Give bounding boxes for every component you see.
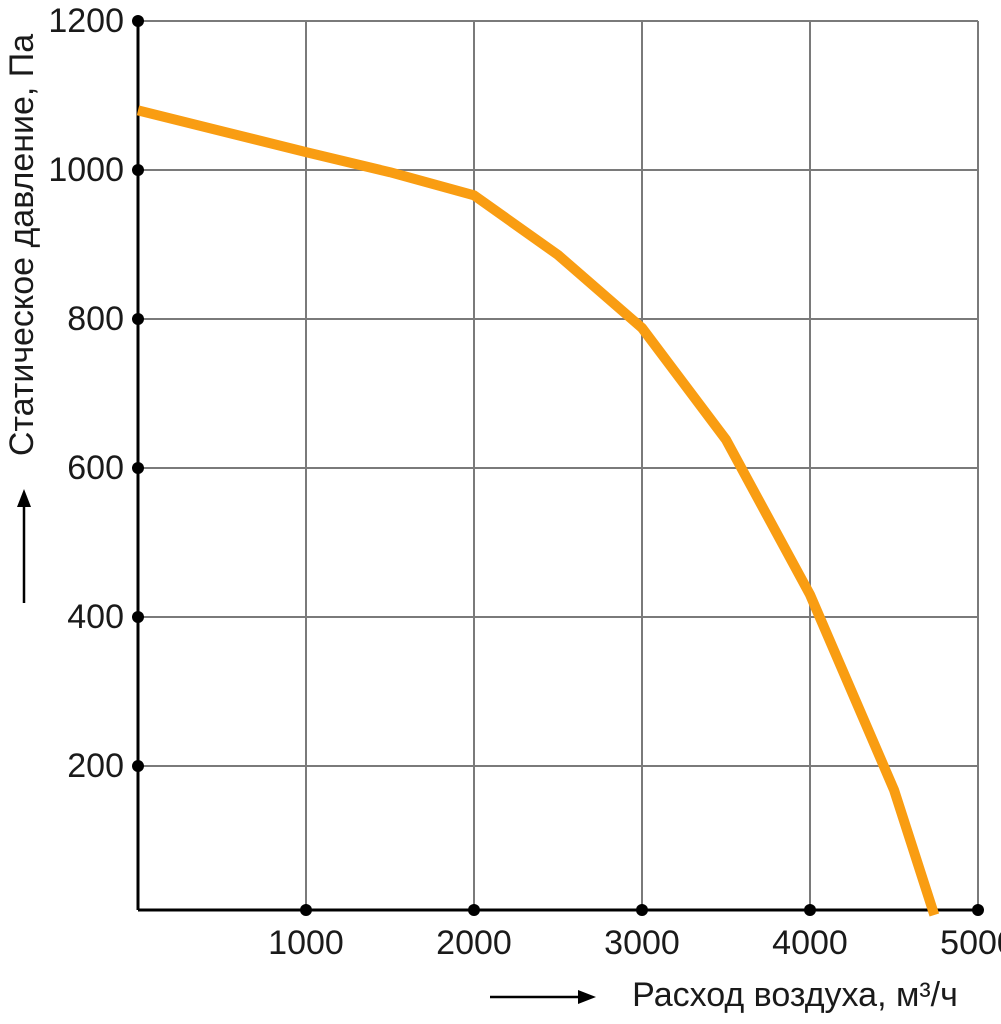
x-axis-label: Расход воздуха, м³/ч xyxy=(632,976,958,1014)
x-arrow xyxy=(490,990,596,1004)
x-tick-label: 5000 xyxy=(940,924,1001,962)
x-tick-mark xyxy=(636,904,648,916)
x-tick-mark xyxy=(300,904,312,916)
x-tick-label: 2000 xyxy=(436,924,512,962)
y-tick-label: 600 xyxy=(67,449,124,487)
x-tick-mark xyxy=(804,904,816,916)
y-tick-label: 800 xyxy=(67,300,124,338)
y-tick-mark xyxy=(132,15,144,27)
y-tick-mark xyxy=(132,164,144,176)
x-tick-label: 3000 xyxy=(604,924,680,962)
y-tick-label: 1200 xyxy=(48,2,124,40)
curve xyxy=(136,105,940,917)
y-tick-label: 1000 xyxy=(48,151,124,189)
y-tick-label: 200 xyxy=(67,747,124,785)
y-tick-mark xyxy=(132,760,144,772)
y-arrow xyxy=(17,489,31,603)
x-tick-label: 4000 xyxy=(772,924,848,962)
y-tick-mark xyxy=(132,313,144,325)
y-tick-mark xyxy=(132,462,144,474)
y-tick-label: 400 xyxy=(67,598,124,636)
y-tick-mark xyxy=(132,611,144,623)
x-tick-label: 1000 xyxy=(268,924,344,962)
x-tick-mark xyxy=(972,904,984,916)
x-tick-mark xyxy=(468,904,480,916)
y-axis-label: Статическое давление, Па xyxy=(3,34,41,456)
